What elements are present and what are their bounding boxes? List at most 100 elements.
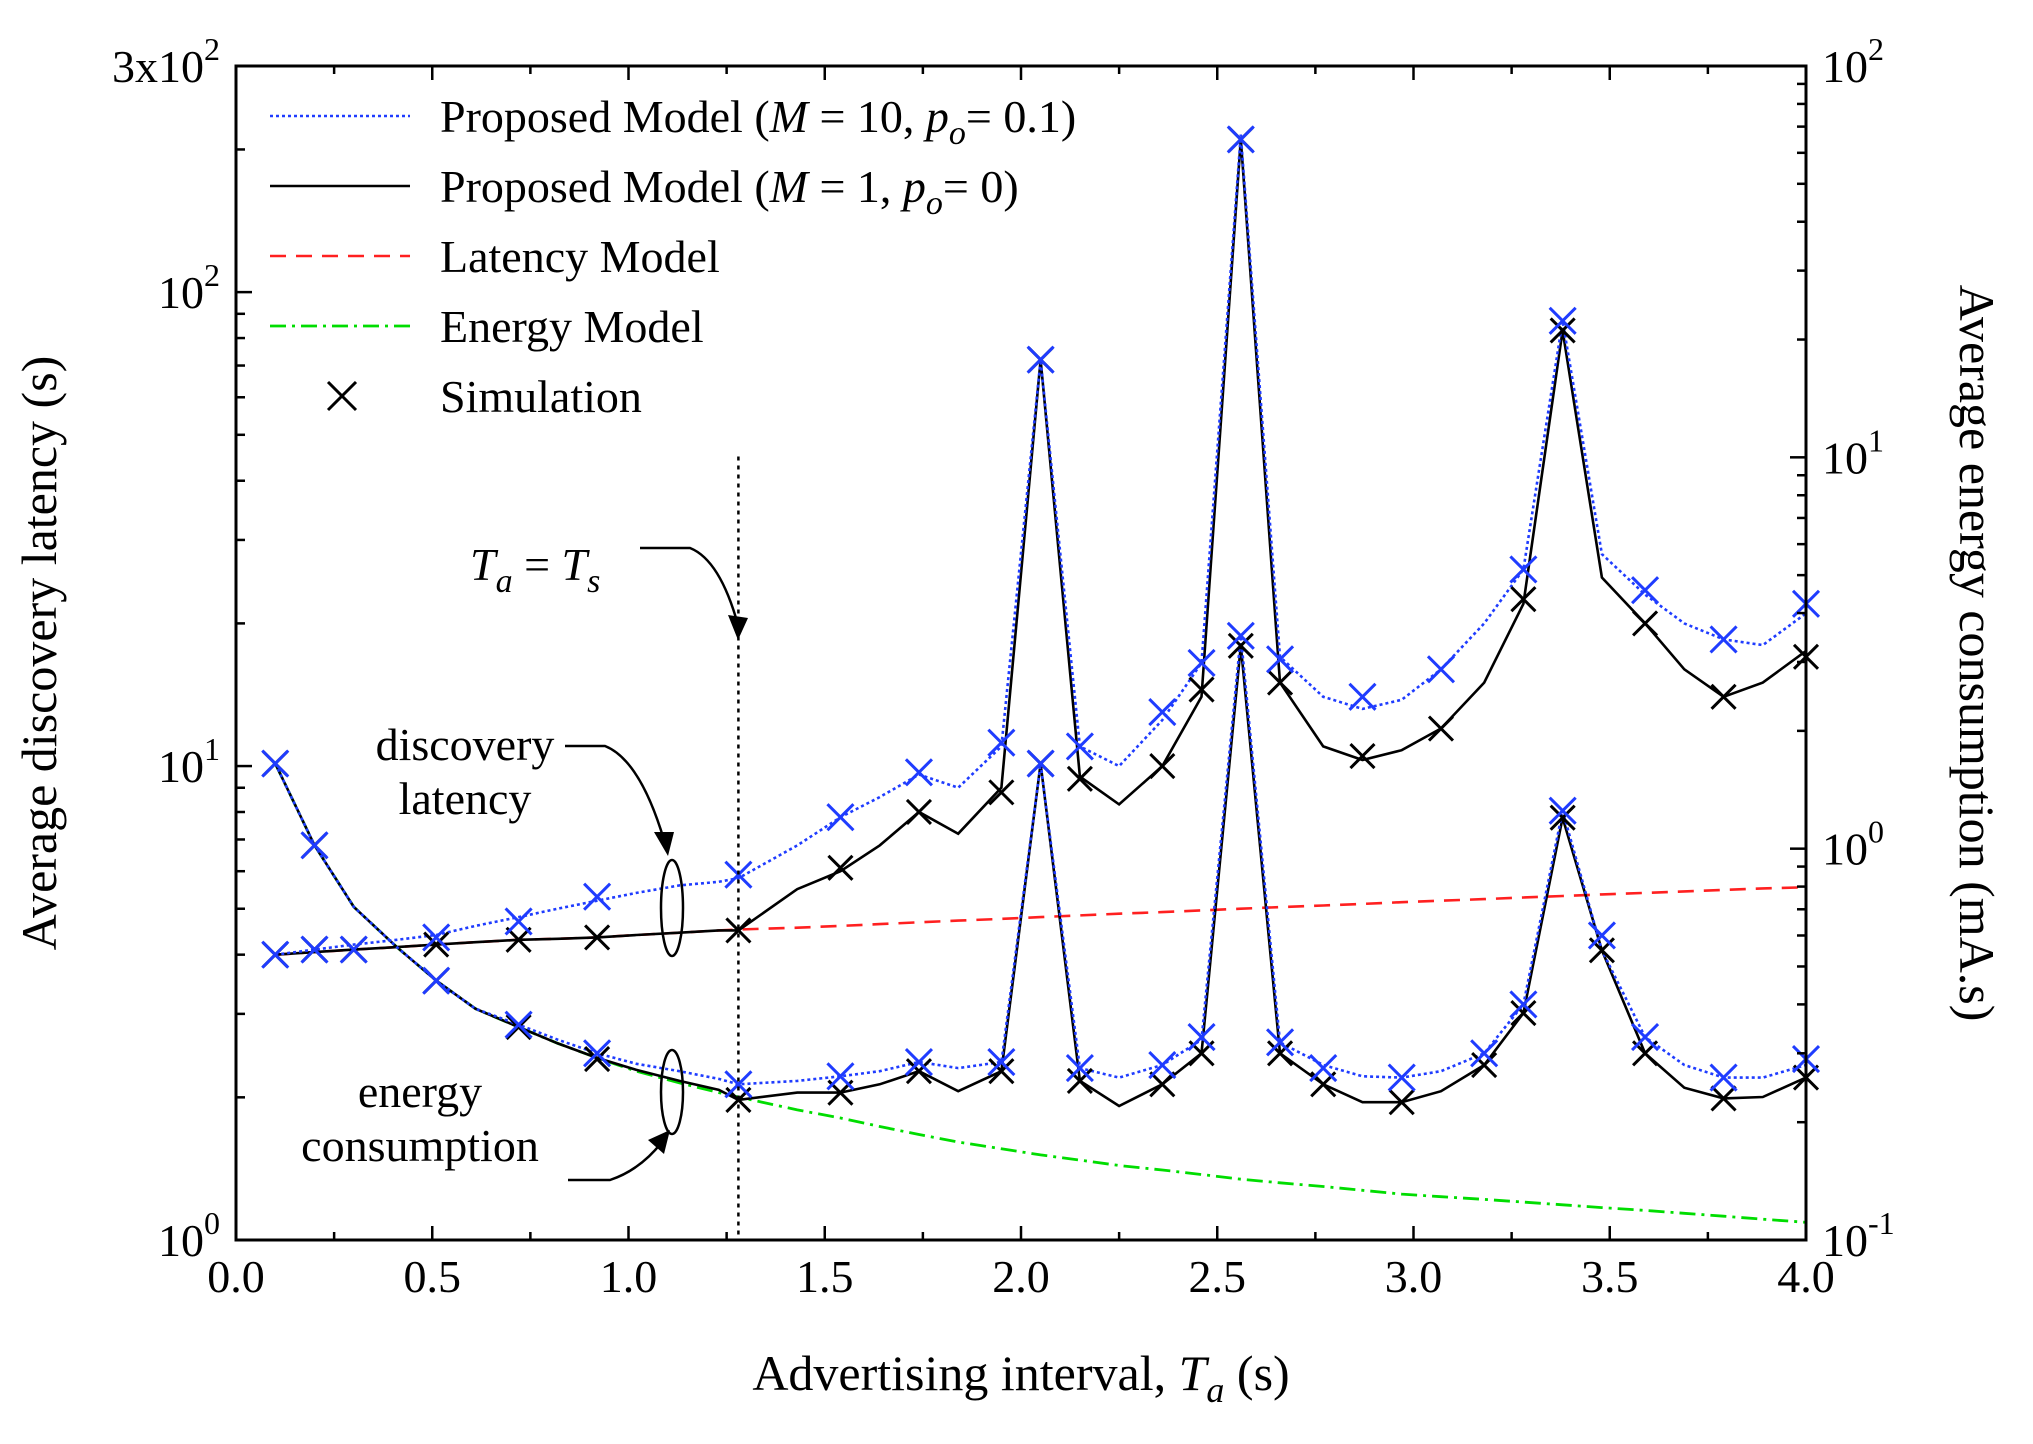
legend-label-energy: Energy Model [440,301,704,352]
y-right-tick-label: 100 [1822,814,1884,875]
axes-layer: 0.0 0.5 1.0 1.5 2.0 2.5 3.0 3.5 4.0 100 101 102 3x10… [11,31,2005,1410]
sim-point-energy-blue [1631,1023,1660,1052]
sim-point-latency-black [827,854,854,881]
y-left-axis-title: Average discovery latency (s) [11,356,67,951]
sim-point-energy-blue [504,1010,533,1039]
sim-point-energy-blue [1026,749,1055,778]
sim-point-energy-blue [1509,990,1538,1019]
sim-point-latency-blue [422,923,451,952]
sim-point-energy-blue [1548,796,1577,825]
sim-point-latency-blue [1187,648,1216,678]
sim-point-latency-black [725,917,752,944]
sim-point-latency-black [423,931,450,958]
sim-point-latency-blue [904,758,934,787]
simulation-markers [261,125,1821,1116]
sim-point-latency-blue [1548,306,1577,335]
sim-point-energy-black [1510,1000,1537,1027]
sim-point-latency-black [1149,753,1176,780]
sim-point-energy-blue [583,1039,612,1068]
sim-point-energy-black [1549,804,1576,831]
x-axis-title: Advertising interval, Ta (s) [752,1345,1289,1410]
y-right-axis-title: Average energy consumption (mA.s) [1949,285,2005,1022]
sim-point-energy-blue [300,831,329,860]
sim-point-latency-blue [300,935,329,964]
series-line-latency-model [275,886,1807,956]
sim-point-energy-black [905,1058,933,1085]
sim-point-latency-blue [987,728,1016,757]
arrowhead-latency [654,832,674,856]
sim-point-energy-blue [1065,1054,1094,1083]
sim-point-latency-black [905,798,933,826]
arrowhead-energy [648,1130,670,1154]
legend-label-black: Proposed Model (M = 1, po= 0) [440,161,1019,222]
sim-point-latency-blue [1709,625,1738,654]
sim-point-latency-blue [1426,655,1456,684]
x-tick-label: 0.5 [404,1251,462,1302]
sim-point-latency-blue [1631,576,1660,605]
sim-point-latency-blue [1065,732,1094,761]
y-left-tick-label: 100 [158,1205,220,1266]
sim-point-latency-blue [339,935,368,964]
series-layer [274,134,1807,1224]
sim-point-energy-black [1471,1051,1498,1079]
sim-point-latency-blue [1348,682,1377,711]
legend-marker [326,380,358,412]
x-tick-label: 4.0 [1777,1251,1835,1302]
sim-point-latency-black [584,924,611,951]
sim-point-energy-blue [1187,1023,1216,1052]
arrow-latency [565,744,666,841]
sim-point-energy-blue [261,749,290,778]
annotation-energy-consumption: energy consumption [301,1066,539,1171]
sim-point-latency-blue [1148,698,1177,727]
y-left-tick-label: 101 [158,731,220,792]
sim-point-energy-blue [904,1047,934,1077]
series-line-proposed-model-m-10-p-o-0-1 [275,134,1807,956]
legend-label-sim: Simulation [440,371,642,422]
x-tick-label: 3.0 [1385,1251,1443,1302]
sim-point-energy-blue [1587,921,1616,950]
sim-point-energy-black [1149,1071,1176,1098]
sim-point-latency-black [1349,742,1376,770]
annotation-ta-equals-ts: Ta = Ts [470,539,600,600]
x-tick-label: 2.0 [992,1251,1050,1302]
sim-point-energy-black [584,1045,611,1073]
sim-point-latency-black [1427,715,1455,742]
sim-point-energy-blue [422,966,451,995]
sim-point-latency-black [1549,317,1576,344]
legend-label-blue: Proposed Model (M = 10, po= 0.1) [440,91,1076,152]
y-left-tick-label: 102 [158,257,220,318]
arrowhead-ta-ts [728,615,748,640]
sim-point-latency-blue [826,803,855,832]
x-tick-label: 0.0 [207,1251,265,1302]
sim-point-energy-blue [987,1047,1016,1077]
y-right-tick-label: 101 [1822,422,1884,483]
sim-point-energy-black [505,1014,532,1041]
sim-point-energy-black [1227,632,1254,659]
sim-point-latency-black [505,926,532,953]
sim-point-latency-blue [1265,645,1295,674]
sim-point-energy-blue [826,1062,855,1091]
sim-point-latency-blue [261,940,290,969]
annotations-layer: Ta = Ts discovery latency energy consumption [301,456,748,1240]
sim-point-energy-blue [1387,1063,1416,1092]
y-right-tick-label: 102 [1822,31,1884,92]
sim-point-latency-blue [724,860,753,889]
sim-point-latency-blue [504,907,533,936]
legend-label-latency: Latency Model [440,231,720,282]
arrow-energy [568,1141,663,1182]
ellipse-energy [659,1048,685,1136]
sim-point-latency-black [1066,765,1093,792]
sim-point-energy-blue [1709,1063,1738,1092]
sim-point-energy-blue [1148,1050,1177,1080]
sim-point-latency-blue [1026,345,1055,374]
series-line-proposed-model-m-10-p-o-0-1-energy [274,635,1807,1086]
sim-point-energy-blue [1470,1039,1499,1068]
sim-point-latency-black [1710,683,1737,710]
sim-point-energy-blue [1226,621,1255,650]
sim-point-energy-blue [1265,1028,1295,1057]
sim-point-latency-blue [1226,125,1255,154]
sim-point-latency-black [1188,676,1215,703]
arrow-ta-ts [640,546,740,626]
x-tick-label: 3.5 [1581,1251,1639,1302]
